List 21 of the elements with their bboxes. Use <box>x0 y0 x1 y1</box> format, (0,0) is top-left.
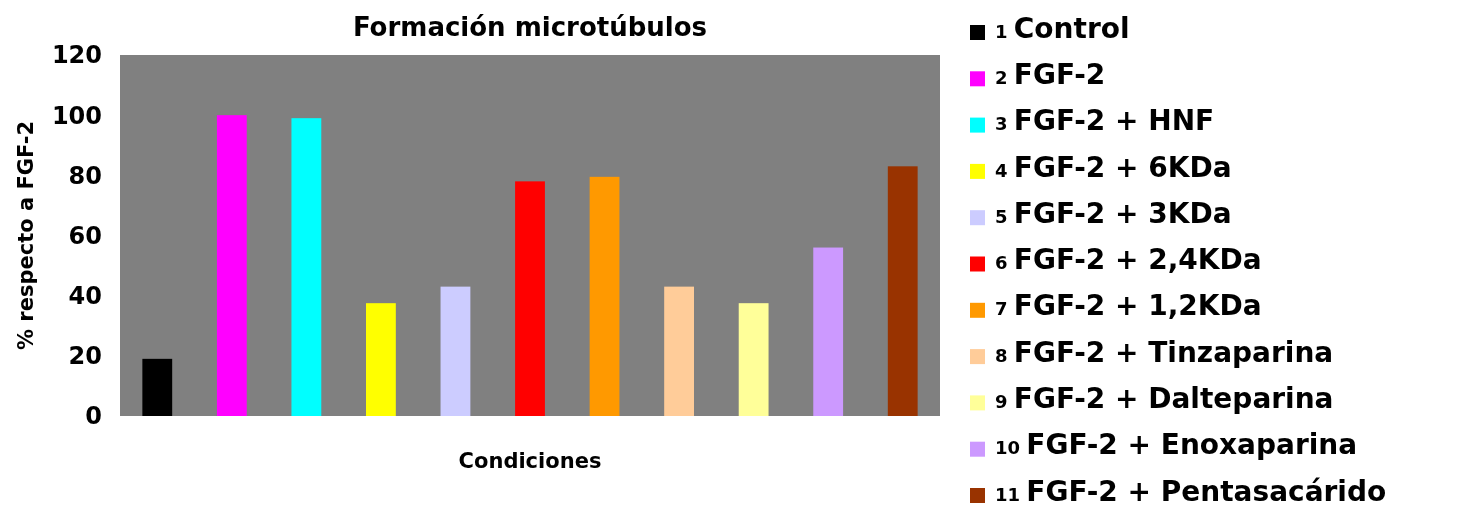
y-tick-label: 100 <box>51 101 102 130</box>
legend-label: 3 FGF-2 + HNF <box>995 104 1215 138</box>
legend-label: 4 FGF-2 + 6KDa <box>995 150 1232 184</box>
y-tick-label: 0 <box>85 402 102 431</box>
legend-label: 7 FGF-2 + 1,2KDa <box>995 289 1262 323</box>
y-tick-label: 60 <box>68 221 102 250</box>
y-tick-label: 20 <box>68 342 102 371</box>
y-axis-title: % respecto a FGF-2 <box>14 120 38 351</box>
y-tick-label: 120 <box>51 41 102 70</box>
legend-label: 11 FGF-2 + Pentasacárido <box>995 474 1387 508</box>
x-axis-title: Condiciones <box>458 449 602 473</box>
legend-label: 2 FGF-2 <box>995 57 1106 91</box>
y-tick-label: 40 <box>68 282 102 311</box>
chart-title: Formación microtúbulos <box>352 12 708 42</box>
legend-label: 6 FGF-2 + 2,4KDa <box>995 243 1262 277</box>
legend-label: 8 FGF-2 + Tinzaparina <box>995 335 1334 369</box>
y-tick-label: 80 <box>68 161 102 190</box>
legend-label: 9 FGF-2 + Dalteparina <box>995 382 1334 415</box>
legend-label: 5 FGF-2 + 3KDa <box>995 196 1232 230</box>
legend-label: 10 FGF-2 + Enoxaparina <box>995 428 1358 462</box>
legend-label: 1 Control <box>995 11 1130 45</box>
